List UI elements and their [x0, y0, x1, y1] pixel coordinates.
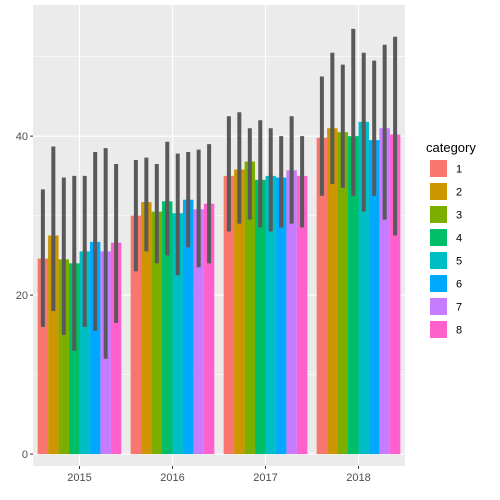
legend-key-6	[430, 275, 447, 292]
bar-3-2017	[244, 161, 256, 455]
axis-layer: 0 20 40 2015 2016 2017 2018	[16, 131, 371, 484]
bar-2-2017	[234, 169, 245, 455]
x-tick-label: 2016	[160, 472, 184, 484]
bar-3-2018	[337, 132, 349, 455]
y-tick-label: 40	[16, 131, 28, 143]
bar-5-2016	[172, 213, 183, 455]
bar-1-2017	[223, 175, 235, 455]
legend-label-2: 2	[456, 187, 462, 199]
legend-label-5: 5	[456, 256, 462, 268]
legend-label-8: 8	[456, 325, 462, 337]
legend-label-6: 6	[456, 279, 462, 291]
bar-6-2017	[275, 177, 287, 455]
bar-4-2017	[255, 179, 266, 455]
errorbar-layer	[40, 28, 398, 359]
bar-5-2018	[358, 121, 369, 455]
bar-7-2016	[193, 209, 204, 455]
legend-key-5	[430, 252, 447, 269]
bar-4-2015	[69, 263, 80, 455]
x-tick-label: 2015	[67, 472, 91, 484]
legend-label-7: 7	[456, 302, 462, 314]
bar-7-2018	[379, 128, 390, 455]
bar-5-2015	[79, 251, 90, 455]
legend-key-4	[430, 229, 447, 246]
bar-8-2018	[389, 134, 401, 455]
legend-title: category	[426, 140, 476, 155]
bar-4-2018	[348, 136, 359, 455]
bar-6-2016	[182, 199, 194, 455]
bar-1-2018	[316, 137, 328, 455]
bar-1-2015	[37, 258, 49, 455]
bar-6-2018	[368, 140, 380, 455]
bar-3-2015	[58, 259, 70, 455]
legend-key-1	[430, 160, 447, 177]
bars-layer	[37, 121, 401, 455]
legend: category 1 2 3 4 5 6 7 8	[426, 140, 476, 338]
bar-6-2015	[89, 241, 101, 455]
legend-key-2	[430, 183, 447, 200]
bar-2-2016	[141, 202, 152, 455]
bar-2-2018	[327, 128, 338, 455]
y-tick-label: 20	[16, 290, 28, 302]
legend-key-7	[430, 298, 447, 315]
bar-2-2015	[48, 235, 59, 455]
legend-key-8	[430, 321, 447, 338]
y-tick-label: 0	[22, 449, 28, 461]
bar-5-2017	[265, 175, 276, 455]
legend-label-1: 1	[456, 164, 462, 176]
bar-4-2016	[162, 201, 173, 455]
bar-8-2017	[296, 175, 308, 455]
legend-label-4: 4	[456, 233, 462, 245]
bar-8-2015	[110, 242, 122, 455]
bar-1-2016	[130, 215, 142, 455]
legend-label-3: 3	[456, 210, 462, 222]
bar-8-2016	[203, 203, 215, 455]
legend-key-3	[430, 206, 447, 223]
x-tick-label: 2018	[346, 472, 370, 484]
bar-7-2017	[286, 170, 297, 455]
bar-3-2016	[151, 211, 163, 455]
x-tick-label: 2017	[253, 472, 277, 484]
